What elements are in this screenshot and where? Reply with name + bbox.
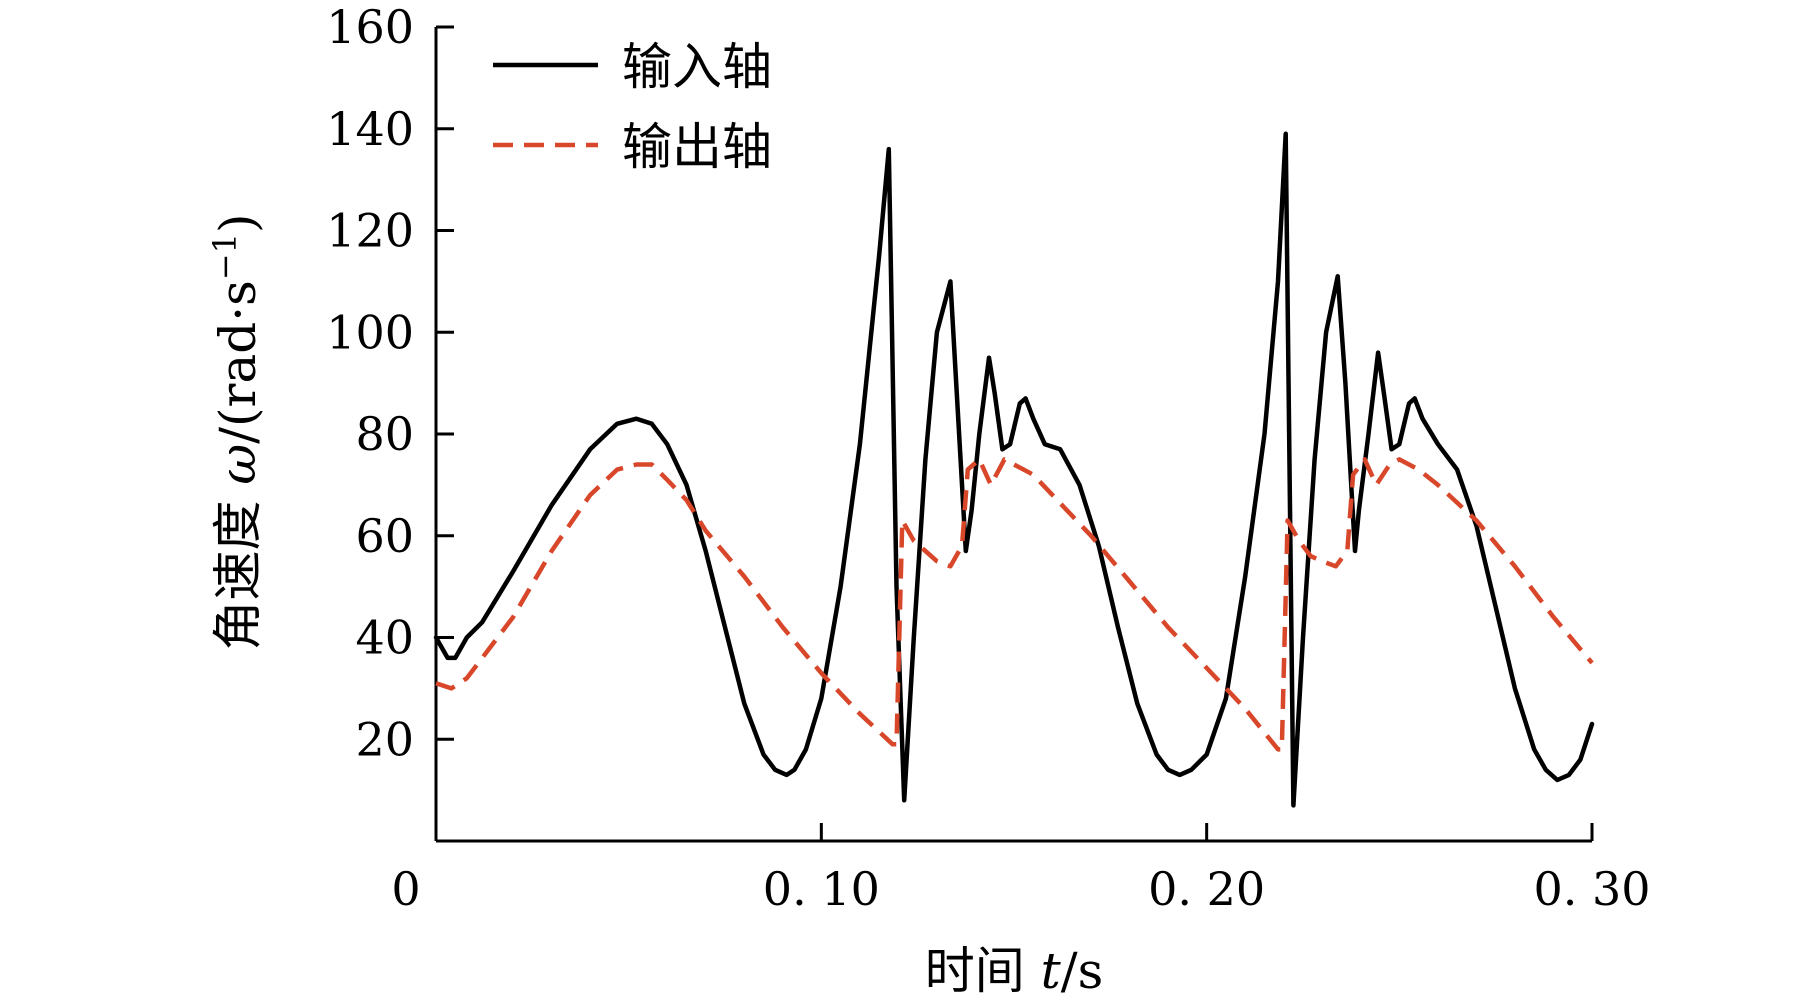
series-line-input-shaft [433,131,1595,808]
x-axis-title-prefix: 时间 [925,942,1041,1000]
legend: 输入轴 输出轴 [493,38,772,176]
x-tick-label: 0. 20 [1148,862,1265,916]
y-ticks: 20 40 60 80 100 120 140 160 [326,0,454,766]
x-axis-title-unit: /s [1061,942,1104,1000]
x-tick-label: 0. 30 [1533,862,1650,916]
y-axis-title-unit: /(rad·s [209,280,267,444]
series-layer [433,131,1595,808]
y-tick-label: 60 [355,509,414,563]
x-tick-label: 0 [391,862,420,916]
y-axis-title: 角速度 ω/(rad·s−1) [206,214,267,651]
y-axis-title-prefix: 角速度 [209,485,267,651]
y-axis-title-var: ω [209,444,267,485]
y-axis-title-sup: −1 [206,233,244,280]
y-tick-label: 20 [355,712,414,766]
y-tick-label: 160 [326,0,414,54]
legend-label-input-shaft: 输入轴 [622,38,772,96]
y-tick-label: 120 [326,204,414,258]
y-tick-label: 140 [326,102,414,156]
y-tick-label: 80 [355,407,414,461]
y-tick-label: 40 [355,611,414,665]
x-axis-title-var: t [1041,942,1062,1000]
x-ticks: 0 0. 10 0. 20 0. 30 [391,823,1651,916]
legend-item-output-shaft: 输出轴 [493,118,772,176]
legend-item-input-shaft: 输入轴 [493,38,772,96]
legend-label-output-shaft: 输出轴 [622,118,772,176]
series-line-output-shaft [435,457,1594,752]
x-tick-label: 0. 10 [763,862,880,916]
y-tick-label: 100 [326,305,414,359]
x-axis-title: 时间 t/s [925,942,1104,1000]
y-axis-title-close: ) [209,214,267,234]
